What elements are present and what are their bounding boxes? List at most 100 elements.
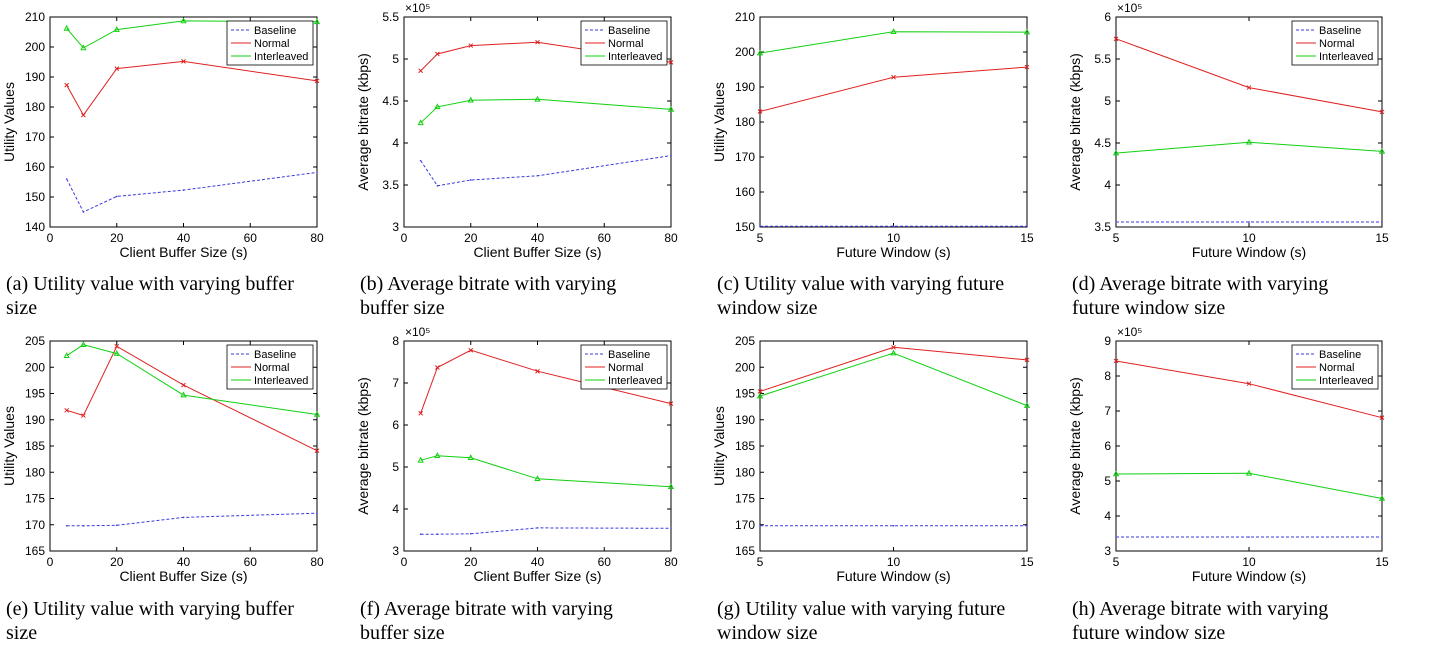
y-tick-label: 5 — [1104, 94, 1111, 108]
plot-frame — [759, 16, 1028, 228]
y-tick-label: 185 — [735, 439, 755, 453]
x-tick-label: 80 — [310, 555, 324, 569]
data-point-normal — [1246, 381, 1252, 387]
panel-caption: (e) Utility value with varying buffer — [6, 598, 294, 620]
y-tick-label: 180 — [25, 100, 45, 114]
panel-caption: (b) Average bitrate with varying — [360, 273, 616, 295]
data-point-baseline — [182, 189, 185, 191]
y-axis-label: Average bitrate (kbps) — [1067, 53, 1083, 190]
data-point-baseline — [82, 211, 85, 213]
y-tick-label: 185 — [25, 439, 45, 453]
chart-panel-c: 5 10 15 150 160 170 180 190 200 210 Future Window … — [711, 10, 1034, 319]
data-point-baseline — [316, 171, 318, 174]
data-point-baseline — [469, 532, 472, 535]
data-point-interleaved — [1023, 402, 1031, 408]
y-axis-label: Utility Values — [711, 406, 727, 486]
y-tick-label: 200 — [25, 360, 45, 374]
x-tick-label: 60 — [598, 555, 612, 569]
y-exponent-label: ×10⁵ — [405, 1, 430, 15]
y-tick-label: 180 — [25, 465, 45, 479]
y-axis-label: Average bitrate (kbps) — [1067, 377, 1083, 514]
data-point-normal — [891, 74, 896, 80]
data-point-normal — [1024, 64, 1030, 70]
y-tick-label: 175 — [735, 492, 755, 506]
series-line-interleaved — [759, 352, 1028, 407]
data-point-baseline — [65, 525, 68, 527]
y-tick-label: 3 — [1104, 544, 1111, 558]
series-line-baseline — [66, 512, 318, 527]
x-tick-label: 40 — [177, 231, 191, 245]
y-tick-label: 170 — [735, 518, 755, 532]
x-tick-label: 20 — [464, 555, 478, 569]
legend-label-normal: Normal — [254, 362, 289, 374]
x-tick-label: 40 — [531, 231, 545, 245]
chart-panel-a: 0 20 40 60 80 140 150 160 170 180 190 200 210 Client … — [1, 10, 324, 319]
y-tick-label: 165 — [735, 544, 755, 558]
series-line-normal — [759, 66, 1028, 112]
y-tick-label: 7 — [392, 376, 399, 390]
data-point-interleaved — [534, 475, 541, 482]
data-point-baseline — [1026, 525, 1028, 527]
y-tick-label: 150 — [25, 190, 45, 204]
x-tick-label: 10 — [887, 555, 901, 569]
data-point-baseline — [1248, 536, 1250, 538]
data-point-interleaved — [1023, 28, 1031, 35]
x-tick-label: 60 — [244, 555, 258, 569]
y-tick-label: 150 — [735, 220, 755, 234]
y-tick-label: 180 — [735, 465, 755, 479]
x-tick-label: 0 — [47, 231, 54, 245]
y-exponent-label: ×10⁵ — [405, 325, 430, 339]
y-axis-label: Average bitrate (kbps) — [355, 377, 371, 514]
data-point-interleaved — [434, 103, 441, 110]
legend-label-interleaved: Interleaved — [1319, 375, 1373, 387]
data-point-normal — [1379, 415, 1385, 421]
x-tick-label: 0 — [401, 231, 408, 245]
data-point-baseline — [1115, 536, 1117, 538]
y-tick-label: 5 — [392, 460, 399, 474]
x-tick-label: 40 — [531, 555, 545, 569]
x-tick-label: 15 — [1020, 231, 1034, 245]
data-point-interleaved — [313, 18, 321, 25]
y-tick-label: 210 — [25, 10, 45, 24]
y-tick-label: 5 — [392, 52, 399, 66]
y-tick-label: 170 — [735, 150, 755, 164]
legend-label-baseline: Baseline — [608, 25, 650, 37]
series-line-normal — [759, 346, 1028, 392]
data-point-baseline — [670, 154, 672, 157]
chart-panel-d: 5 10 15 3.5 4 4.5 5 5.5 6 ×10⁵ Future Window (s) Av… — [1067, 1, 1389, 319]
x-tick-label: 0 — [47, 555, 54, 569]
y-tick-label: 6 — [392, 418, 399, 432]
data-point-interleaved — [63, 352, 70, 358]
data-point-baseline — [536, 527, 539, 529]
data-point-normal — [314, 448, 320, 454]
data-point-interleaved — [1378, 494, 1386, 501]
y-exponent-label: ×10⁵ — [1117, 325, 1142, 339]
x-tick-label: 15 — [1375, 231, 1389, 245]
data-point-normal — [314, 78, 320, 84]
series-line-baseline — [420, 527, 672, 535]
y-tick-label: 190 — [735, 413, 755, 427]
y-tick-label: 8 — [1104, 369, 1111, 383]
data-point-interleaved — [80, 44, 87, 51]
x-tick-label: 80 — [310, 231, 324, 245]
legend-label-interleaved: Interleaved — [608, 51, 662, 63]
data-point-interleaved — [80, 341, 87, 347]
legend-label-baseline: Baseline — [608, 349, 650, 361]
data-point-baseline — [536, 174, 539, 177]
data-point-normal — [468, 43, 474, 48]
x-axis-label: Future Window (s) — [836, 244, 950, 260]
chart-panel-b: 0 20 40 60 80 3 3.5 4 4.5 5 5.5 ×10⁵ Client Buffer S… — [355, 1, 678, 319]
data-point-interleaved — [756, 49, 764, 56]
y-tick-label: 140 — [25, 220, 45, 234]
y-tick-label: 7 — [1104, 404, 1111, 418]
series-line-interleaved — [66, 344, 318, 415]
y-tick-label: 3 — [392, 544, 399, 558]
data-point-normal — [1379, 109, 1385, 115]
data-point-baseline — [436, 533, 439, 535]
legend-label-interleaved: Interleaved — [608, 375, 662, 387]
data-point-interleaved — [756, 392, 764, 399]
x-tick-label: 5 — [757, 231, 764, 245]
chart-panel-g: 5 10 15 165 170 175 180 185 190 195 200 205 Future W… — [711, 334, 1034, 644]
